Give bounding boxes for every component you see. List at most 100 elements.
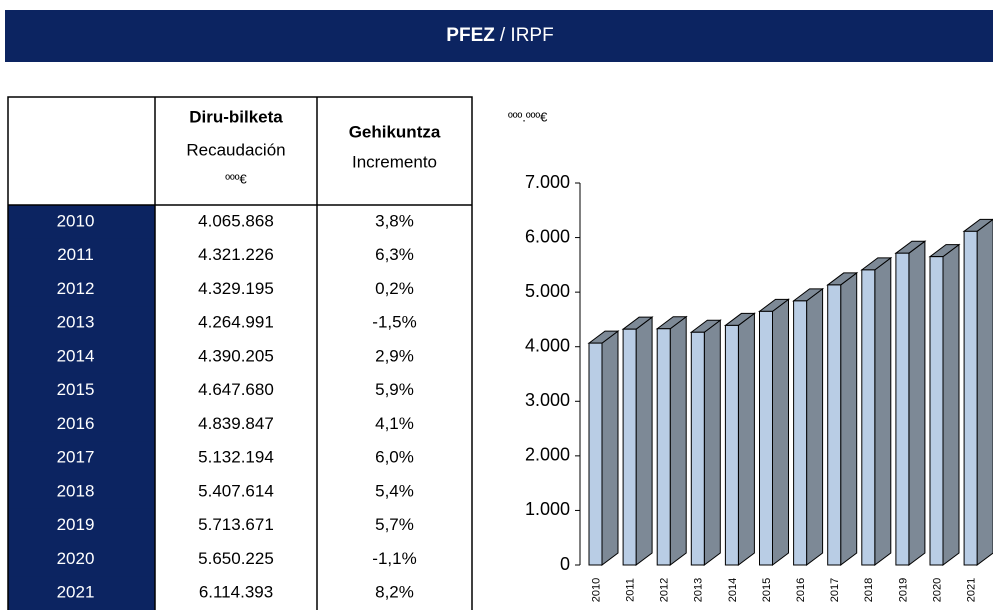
y-tick-label: 2.000 (525, 445, 570, 465)
x-tick-label: 2021 (966, 578, 978, 602)
bar (895, 252, 910, 566)
col-header-bold: Diru-bilketa (189, 107, 283, 126)
cell-value: -1,1% (372, 549, 416, 568)
y-tick-label: 3.000 (525, 390, 570, 410)
year-cell (8, 576, 155, 610)
bar-side (806, 287, 824, 566)
x-tick-label: 2011 (625, 578, 637, 602)
x-tick-label: 2014 (727, 578, 739, 602)
bar-side (772, 298, 789, 566)
cell-value: 6.114.393 (199, 583, 273, 602)
y-tick-label: 0 (560, 554, 570, 574)
x-tick-label: 2016 (795, 578, 807, 602)
cell-value: 0,2% (375, 279, 414, 298)
cell-value: 5.650.225 (198, 549, 274, 568)
cell-value: 4.321.226 (198, 245, 274, 264)
bar (656, 328, 671, 566)
x-tick-label: 2013 (693, 578, 705, 602)
year-cell (8, 340, 155, 375)
cell-value: 4.839.847 (198, 414, 274, 433)
year-label: 2013 (57, 313, 95, 332)
year-cell (8, 373, 155, 408)
cell-value: 4.065.868 (198, 211, 274, 230)
x-tick-label: 2018 (863, 578, 875, 602)
year-cell (8, 542, 155, 577)
col-header-bold: Gehikuntza (349, 122, 441, 141)
x-tick-label: 2020 (931, 578, 943, 602)
cell-value: 6,3% (375, 245, 414, 264)
year-cell (8, 407, 155, 442)
bar (827, 284, 842, 566)
y-axis-title: ººº.ººº€ (508, 109, 548, 124)
bar-side (942, 243, 960, 566)
x-tick-label: 2019 (897, 578, 909, 602)
year-label: 2020 (57, 549, 95, 568)
cell-value: 4.647.680 (198, 380, 274, 399)
cell-value: 3,8% (375, 211, 414, 230)
year-label: 2016 (57, 414, 95, 433)
year-label: 2017 (57, 448, 95, 467)
cell-value: 5,9% (375, 380, 414, 399)
header-title: PFEZ / IRPF (446, 25, 553, 46)
year-label: 2015 (57, 380, 95, 399)
bar (793, 300, 808, 566)
x-tick-label: 2015 (761, 578, 773, 602)
bar (622, 328, 637, 566)
year-cell (8, 441, 155, 476)
cell-value: 5,4% (375, 481, 414, 500)
cell-value: 4,1% (375, 414, 414, 433)
year-cell (8, 508, 155, 543)
bar (724, 324, 739, 566)
y-tick-label: 7.000 (525, 172, 570, 192)
y-tick-label: 4.000 (525, 335, 570, 355)
cell-value: 4.264.991 (198, 313, 274, 332)
title-bold: PFEZ (446, 25, 495, 46)
cell-value: 4.329.195 (198, 279, 274, 298)
bar (588, 342, 603, 566)
cell-value: 5.713.671 (198, 515, 274, 534)
bar-side (908, 240, 926, 566)
bar-side (635, 316, 653, 566)
year-label: 2010 (57, 211, 95, 230)
year-cell (8, 306, 155, 341)
cell-value: 6,0% (375, 448, 414, 467)
bar-side (840, 271, 858, 566)
header-bar (5, 10, 993, 62)
year-label: 2019 (57, 515, 95, 534)
cell-value: 5.407.614 (198, 481, 274, 500)
year-label: 2014 (57, 346, 95, 365)
bar (929, 256, 944, 566)
year-label: 2012 (57, 279, 95, 298)
cell-value: -1,5% (372, 313, 416, 332)
y-tick-label: 5.000 (525, 281, 570, 301)
y-tick-label: 1.000 (525, 499, 570, 519)
bar (690, 331, 705, 566)
bar-side (976, 218, 993, 566)
year-cell (8, 238, 155, 273)
bar (759, 310, 773, 566)
bar-side (737, 312, 755, 566)
year-label: 2011 (57, 245, 94, 264)
x-tick-label: 2010 (590, 578, 602, 602)
title-rest: / IRPF (500, 25, 554, 46)
year-label: 2021 (57, 583, 95, 602)
bar (963, 230, 978, 566)
bar-side (703, 319, 721, 566)
bar-side (601, 330, 619, 566)
x-tick-label: 2017 (829, 578, 841, 602)
year-cell (8, 272, 155, 307)
bar-side (874, 256, 892, 566)
year-cell (8, 205, 155, 240)
year-label: 2018 (57, 481, 95, 500)
col-header: Recaudación (186, 140, 285, 159)
cell-value: 5,7% (375, 515, 414, 534)
year-cell (8, 475, 155, 510)
bar (861, 269, 876, 566)
bar-side (669, 315, 687, 566)
col-header: Incremento (352, 152, 437, 171)
cell-value: 4.390.205 (198, 346, 274, 365)
cell-value: 8,2% (375, 583, 414, 602)
table-border (7, 96, 473, 610)
